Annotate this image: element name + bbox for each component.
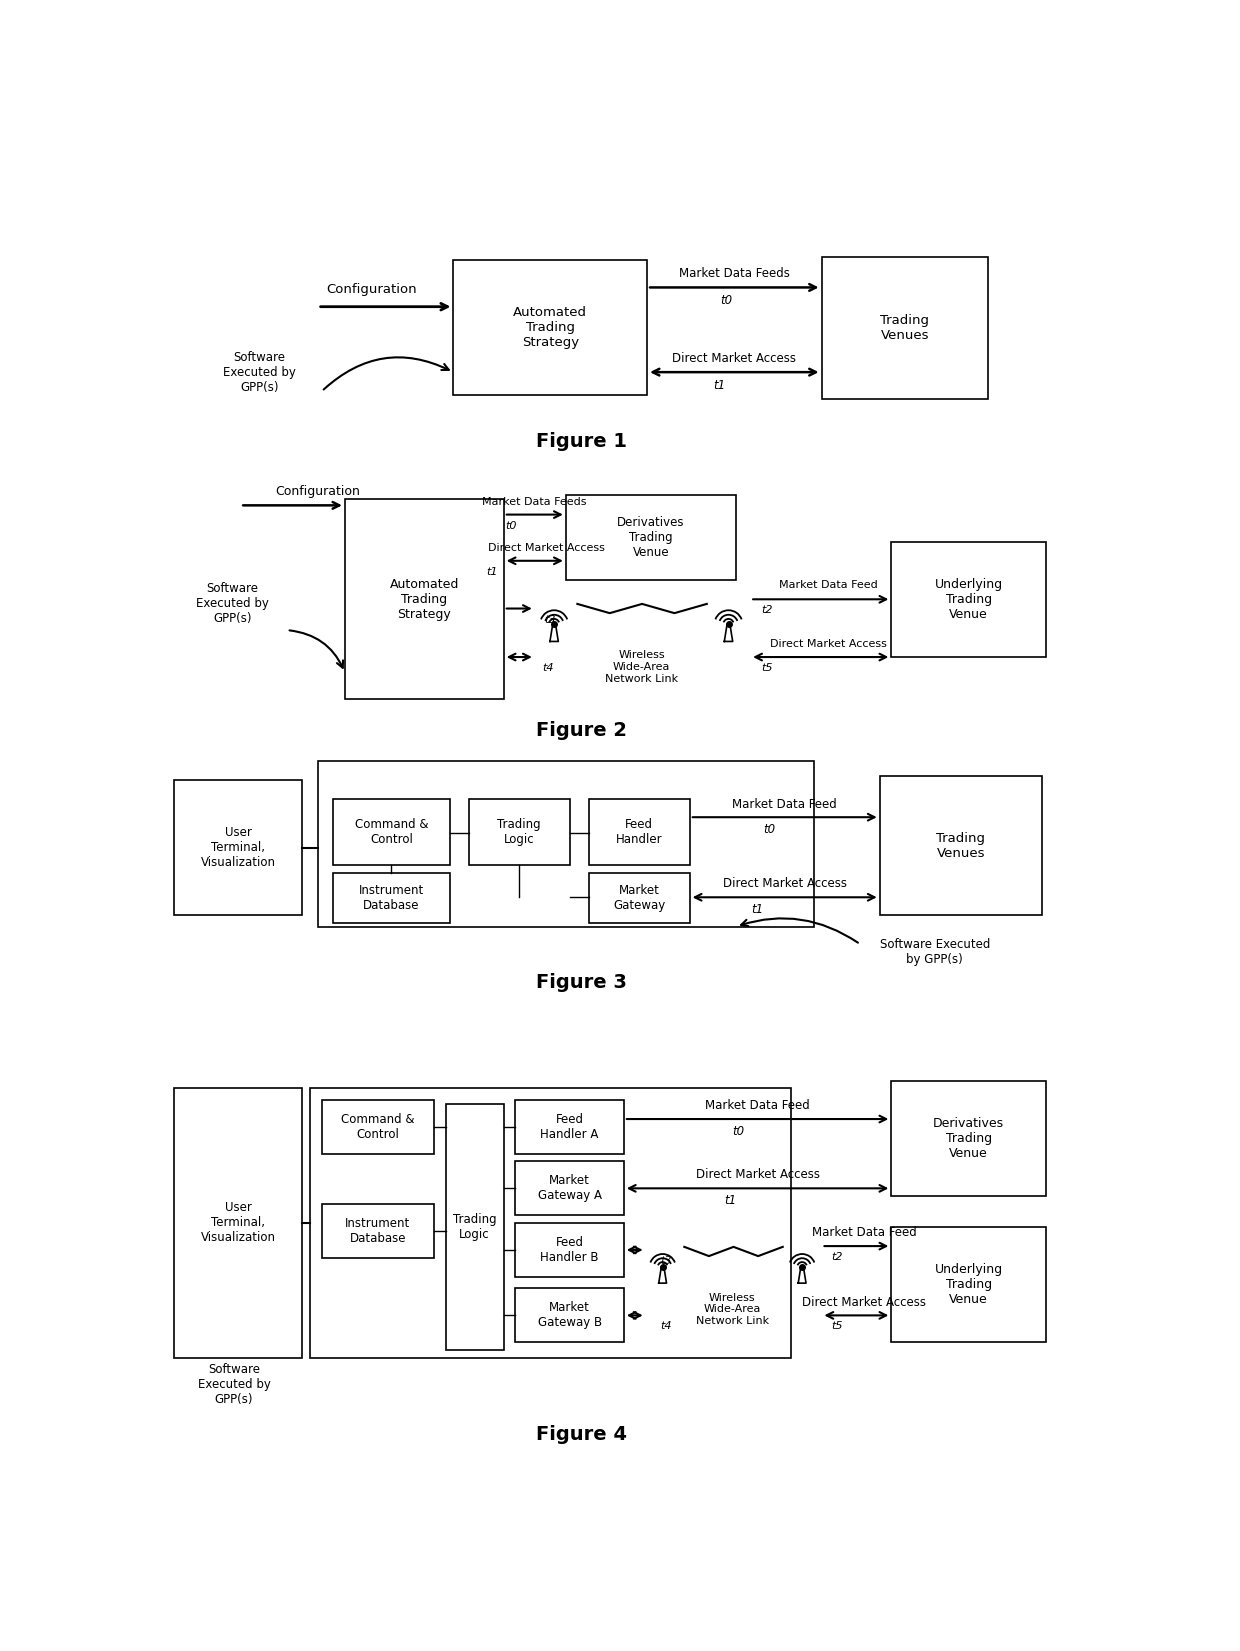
- FancyBboxPatch shape: [345, 499, 503, 700]
- FancyBboxPatch shape: [175, 1088, 303, 1357]
- Text: Automated
Trading
Strategy: Automated Trading Strategy: [513, 307, 588, 350]
- Text: t0: t0: [732, 1124, 744, 1138]
- Text: Software Executed
by GPP(s): Software Executed by GPP(s): [879, 938, 990, 966]
- Text: t1: t1: [724, 1194, 737, 1207]
- Text: Market Data Feed: Market Data Feed: [812, 1225, 916, 1238]
- Text: Command &
Control: Command & Control: [355, 819, 428, 847]
- FancyBboxPatch shape: [892, 1227, 1047, 1342]
- Text: Direct Market Access: Direct Market Access: [696, 1167, 820, 1180]
- Text: Direct Market Access: Direct Market Access: [672, 352, 796, 365]
- Text: Wireless
Wide-Area
Network Link: Wireless Wide-Area Network Link: [605, 650, 678, 684]
- Text: Software
Executed by
GPP(s): Software Executed by GPP(s): [197, 1364, 270, 1407]
- FancyBboxPatch shape: [892, 542, 1047, 657]
- Text: Direct Market Access: Direct Market Access: [770, 639, 887, 649]
- FancyBboxPatch shape: [516, 1288, 624, 1342]
- Text: Configuration: Configuration: [275, 485, 360, 499]
- FancyBboxPatch shape: [589, 873, 689, 923]
- FancyBboxPatch shape: [565, 495, 737, 580]
- Text: Direct Market Access: Direct Market Access: [487, 543, 605, 553]
- Text: Market
Gateway A: Market Gateway A: [538, 1174, 601, 1202]
- Text: Underlying
Trading
Venue: Underlying Trading Venue: [935, 578, 1003, 621]
- Text: t0: t0: [720, 294, 733, 307]
- Polygon shape: [724, 624, 733, 642]
- FancyBboxPatch shape: [334, 799, 449, 865]
- FancyBboxPatch shape: [589, 799, 689, 865]
- Text: Trading
Venues: Trading Venues: [936, 832, 986, 860]
- FancyBboxPatch shape: [310, 1088, 791, 1357]
- Text: Direct Market Access: Direct Market Access: [723, 877, 847, 890]
- FancyBboxPatch shape: [469, 799, 569, 865]
- Text: Market Data Feeds: Market Data Feeds: [678, 267, 790, 281]
- Text: Derivatives
Trading
Venue: Derivatives Trading Venue: [934, 1116, 1004, 1159]
- Text: Trading
Logic: Trading Logic: [453, 1213, 496, 1242]
- Text: Market
Gateway: Market Gateway: [614, 883, 666, 911]
- Text: Feed
Handler B: Feed Handler B: [541, 1237, 599, 1265]
- Text: t2: t2: [831, 1251, 843, 1261]
- FancyBboxPatch shape: [516, 1161, 624, 1215]
- FancyBboxPatch shape: [334, 873, 449, 923]
- FancyBboxPatch shape: [321, 1100, 434, 1154]
- FancyBboxPatch shape: [175, 781, 303, 915]
- Text: Trading
Logic: Trading Logic: [497, 819, 541, 847]
- FancyBboxPatch shape: [516, 1100, 624, 1154]
- Text: Figure 3: Figure 3: [536, 972, 626, 992]
- Text: t1: t1: [751, 903, 764, 916]
- Text: Software
Executed by
GPP(s): Software Executed by GPP(s): [196, 581, 269, 624]
- Text: Derivatives
Trading
Venue: Derivatives Trading Venue: [618, 517, 684, 560]
- Text: Underlying
Trading
Venue: Underlying Trading Venue: [935, 1263, 1003, 1306]
- Text: Market Data Feeds: Market Data Feeds: [482, 497, 587, 507]
- Text: Figure 1: Figure 1: [536, 433, 626, 451]
- Text: Market Data Feed: Market Data Feed: [779, 581, 878, 591]
- Text: Automated
Trading
Strategy: Automated Trading Strategy: [389, 578, 459, 621]
- Text: t2: t2: [761, 604, 773, 616]
- Text: Market Data Feed: Market Data Feed: [733, 797, 837, 811]
- Text: Instrument
Database: Instrument Database: [358, 883, 424, 911]
- FancyBboxPatch shape: [454, 261, 647, 395]
- Polygon shape: [551, 624, 558, 642]
- FancyBboxPatch shape: [821, 256, 988, 400]
- Text: Figure 2: Figure 2: [536, 721, 626, 740]
- FancyBboxPatch shape: [892, 1080, 1047, 1195]
- Text: Configuration: Configuration: [326, 284, 418, 296]
- Polygon shape: [658, 1266, 667, 1283]
- Text: Direct Market Access: Direct Market Access: [802, 1296, 926, 1309]
- FancyBboxPatch shape: [317, 761, 813, 926]
- Text: t5: t5: [761, 662, 773, 674]
- Text: t0: t0: [506, 522, 517, 532]
- FancyBboxPatch shape: [445, 1103, 503, 1351]
- Text: t1: t1: [486, 568, 498, 578]
- Text: t3: t3: [544, 616, 556, 626]
- FancyBboxPatch shape: [879, 776, 1043, 915]
- Text: Market Data Feed: Market Data Feed: [706, 1098, 810, 1111]
- FancyBboxPatch shape: [516, 1223, 624, 1276]
- Text: t4: t4: [661, 1321, 672, 1331]
- Text: Wireless
Wide-Area
Network Link: Wireless Wide-Area Network Link: [696, 1293, 769, 1326]
- Text: t0: t0: [763, 822, 775, 835]
- Text: Market
Gateway B: Market Gateway B: [538, 1301, 601, 1329]
- Text: User
Terminal,
Visualization: User Terminal, Visualization: [201, 826, 275, 868]
- Text: Command &
Control: Command & Control: [341, 1113, 414, 1141]
- Text: Instrument
Database: Instrument Database: [345, 1217, 410, 1245]
- Text: t1: t1: [713, 378, 725, 391]
- FancyBboxPatch shape: [321, 1204, 434, 1258]
- Text: t3: t3: [661, 1256, 672, 1266]
- Text: Feed
Handler: Feed Handler: [616, 819, 662, 847]
- Text: Software
Executed by
GPP(s): Software Executed by GPP(s): [223, 350, 296, 393]
- Text: t5: t5: [831, 1321, 843, 1331]
- Text: User
Terminal,
Visualization: User Terminal, Visualization: [201, 1202, 275, 1245]
- Text: Figure 4: Figure 4: [536, 1425, 626, 1445]
- Text: t4: t4: [542, 662, 554, 674]
- Text: Feed
Handler A: Feed Handler A: [541, 1113, 599, 1141]
- Polygon shape: [799, 1266, 806, 1283]
- Text: Trading
Venues: Trading Venues: [880, 314, 929, 342]
